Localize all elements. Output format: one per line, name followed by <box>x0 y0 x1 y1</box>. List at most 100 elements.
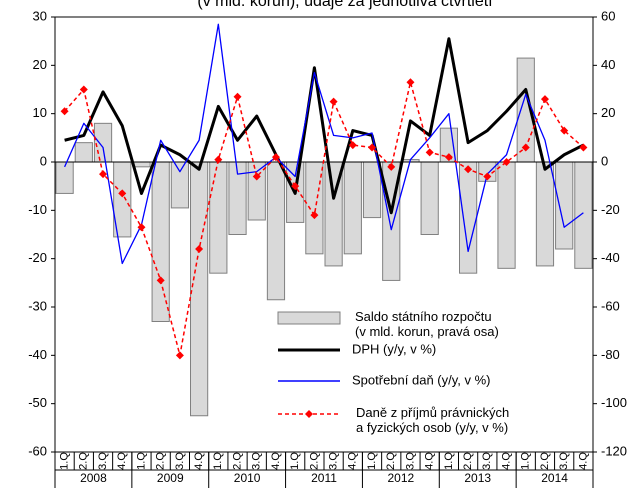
x-tick-label: 2.Q <box>78 452 90 470</box>
legend-label: DPH (y/y, v %) <box>352 341 436 356</box>
x-tick-label: 4.Q <box>424 452 436 470</box>
bar <box>420 161 439 235</box>
series-line <box>64 81 584 357</box>
year-label: 2009 <box>157 471 184 485</box>
bar <box>555 161 574 250</box>
y-tick-label: -30 <box>28 298 47 313</box>
marker <box>252 172 261 181</box>
marker <box>175 351 184 360</box>
marker <box>540 95 549 104</box>
bar <box>247 161 266 221</box>
marker <box>310 211 319 220</box>
chart-title: (v mld. korun), údaje za jednotlivá čtvr… <box>197 0 493 10</box>
x-tick-label: 2.Q <box>231 452 243 470</box>
bar <box>93 122 113 163</box>
y-tick-label: -40 <box>28 347 47 362</box>
bar <box>497 161 516 269</box>
marker <box>214 155 223 164</box>
y-tick-label: -60 <box>28 443 47 458</box>
y2-tick-label: -40 <box>601 250 620 265</box>
x-tick-label: 3.Q <box>481 452 493 470</box>
y2-tick-label: -60 <box>601 298 620 313</box>
marker <box>79 85 88 94</box>
x-tick-label: 3.Q <box>558 452 570 470</box>
series-line <box>64 37 585 215</box>
bar <box>151 161 170 322</box>
marker <box>118 189 127 198</box>
legend-marker <box>305 410 313 418</box>
x-tick-label: 4.Q <box>116 452 128 470</box>
x-tick-label: 1.Q <box>443 452 455 470</box>
marker <box>368 143 377 152</box>
marker <box>233 92 242 101</box>
marker <box>444 153 453 162</box>
x-tick-label: 2.Q <box>308 452 320 470</box>
bar <box>459 161 478 274</box>
marker <box>271 153 280 162</box>
bar <box>74 142 93 163</box>
marker <box>156 276 165 285</box>
marker <box>464 165 473 174</box>
x-tick-label: 3.Q <box>251 452 263 470</box>
y-tick-label: -20 <box>28 250 47 265</box>
x-tick-label: 3.Q <box>404 452 416 470</box>
bar <box>132 161 151 168</box>
year-label: 2013 <box>464 471 491 485</box>
marker <box>406 78 415 87</box>
x-tick-label: 1.Q <box>366 452 378 470</box>
x-tick-label: 2.Q <box>385 452 397 470</box>
y2-tick-label: 40 <box>601 57 615 72</box>
x-tick-label: 2.Q <box>462 452 474 470</box>
marker <box>348 141 357 150</box>
bar <box>190 161 209 417</box>
year-label: 2012 <box>388 471 415 485</box>
x-tick-label: 1.Q <box>289 452 301 470</box>
x-tick-label: 4.Q <box>500 452 512 470</box>
bar <box>209 161 228 274</box>
marker <box>521 143 530 152</box>
x-tick-label: 4.Q <box>193 452 205 470</box>
bar <box>535 161 555 267</box>
y-tick-label: 30 <box>33 8 47 23</box>
marker <box>291 182 300 191</box>
marker <box>60 107 69 116</box>
y-tick-label: 20 <box>33 57 47 72</box>
y-tick-label: -50 <box>28 395 47 410</box>
marker <box>560 126 569 135</box>
legend-label: Saldo státního rozpočtu (v mld. korun, pr… <box>355 309 499 339</box>
x-tick-label: 4.Q <box>577 452 589 470</box>
y-tick-label: 0 <box>40 153 47 168</box>
y-tick-label: 10 <box>33 105 47 120</box>
marker <box>483 172 492 181</box>
bar <box>362 161 382 219</box>
marker <box>579 143 588 152</box>
year-label: 2008 <box>80 471 107 485</box>
y2-tick-label: -20 <box>601 202 620 217</box>
x-tick-label: 3.Q <box>97 452 109 470</box>
legend-label: Spotřební daň (y/y, v %) <box>352 372 491 387</box>
y2-tick-label: -120 <box>601 443 627 458</box>
year-label: 2010 <box>234 471 261 485</box>
marker <box>387 162 396 171</box>
y2-tick-label: -100 <box>601 395 627 410</box>
y2-tick-label: 20 <box>601 105 615 120</box>
y-tick-label: -10 <box>28 202 47 217</box>
year-label: 2011 <box>311 471 337 485</box>
marker <box>99 170 108 179</box>
marker <box>137 223 146 232</box>
marker <box>195 245 204 253</box>
x-tick-label: 3.Q <box>174 452 186 470</box>
legend-swatch <box>277 311 341 325</box>
bar <box>266 161 286 301</box>
x-tick-label: 3.Q <box>328 452 340 470</box>
x-tick-label: 1.Q <box>212 452 224 470</box>
marker <box>329 97 338 106</box>
x-tick-label: 2.Q <box>539 452 551 470</box>
bar <box>343 161 362 255</box>
legend-box <box>270 305 592 447</box>
x-tick-label: 4.Q <box>270 452 282 470</box>
series-line <box>64 23 584 265</box>
marker <box>425 148 434 157</box>
x-tick-label: 1.Q <box>59 452 71 470</box>
